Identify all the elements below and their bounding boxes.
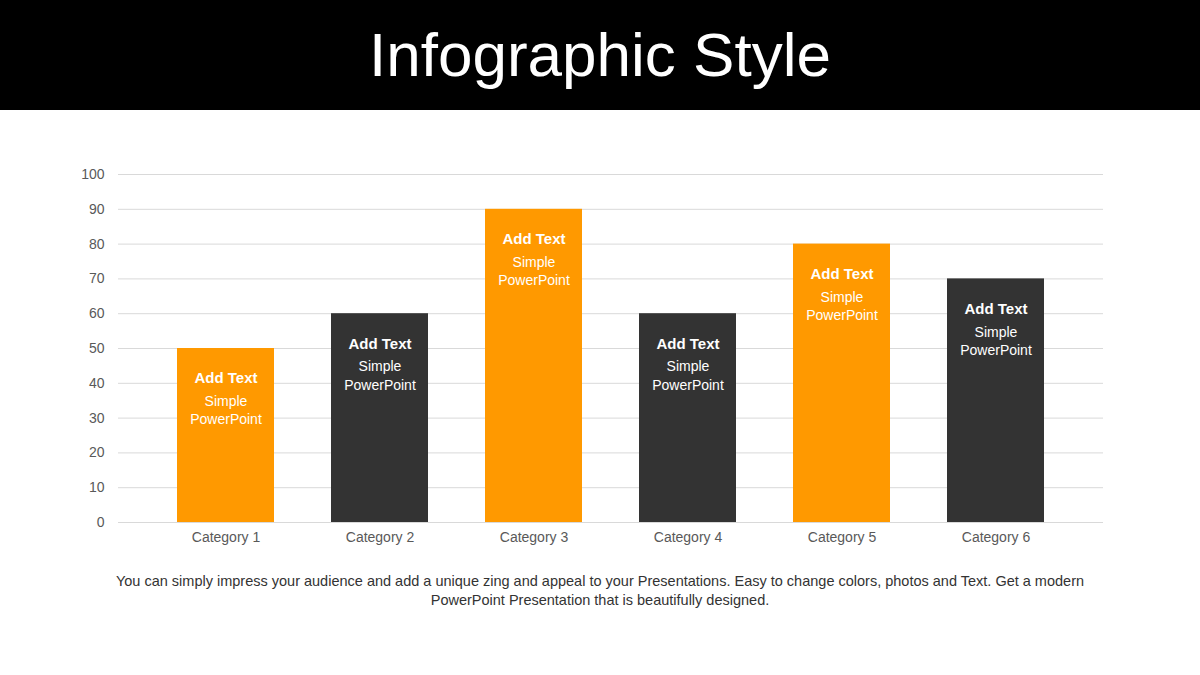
svg-text:40: 40: [89, 375, 105, 391]
svg-text:20: 20: [89, 444, 105, 460]
svg-text:Add Text: Add Text: [810, 265, 873, 282]
svg-text:60: 60: [89, 305, 105, 321]
svg-text:Add Text: Add Text: [964, 300, 1027, 317]
svg-text:Add Text: Add Text: [656, 335, 719, 352]
svg-text:100: 100: [81, 166, 105, 182]
html-text:You can simply impress your au: You can simply impress your audience and…: [116, 573, 1084, 608]
svg-text:10: 10: [89, 479, 105, 495]
svg-text:SimplePowerPoint: SimplePowerPoint: [190, 393, 262, 427]
svg-text:Category 6: Category 6: [962, 529, 1031, 545]
svg-text:70: 70: [89, 270, 105, 286]
svg-text:Add Text: Add Text: [194, 369, 257, 386]
svg-text:Add Text: Add Text: [502, 230, 565, 247]
svg-text:Add Text: Add Text: [348, 335, 411, 352]
svg-text:SimplePowerPoint: SimplePowerPoint: [344, 358, 416, 392]
svg-text:30: 30: [89, 410, 105, 426]
svg-text:SimplePowerPoint: SimplePowerPoint: [806, 289, 878, 323]
svg-text:90: 90: [89, 201, 105, 217]
svg-text:SimplePowerPoint: SimplePowerPoint: [960, 324, 1032, 358]
html-text:Infographic Style: Infographic Style: [369, 20, 831, 89]
svg-text:Category 5: Category 5: [808, 529, 877, 545]
svg-text:0: 0: [97, 514, 105, 530]
svg-text:SimplePowerPoint: SimplePowerPoint: [652, 358, 724, 392]
svg-text:Category 2: Category 2: [346, 529, 415, 545]
svg-text:80: 80: [89, 236, 105, 252]
svg-text:50: 50: [89, 340, 105, 356]
svg-text:Category 3: Category 3: [500, 529, 569, 545]
svg-text:Category 1: Category 1: [192, 529, 261, 545]
svg-text:Category 4: Category 4: [654, 529, 723, 545]
svg-text:SimplePowerPoint: SimplePowerPoint: [498, 254, 570, 288]
